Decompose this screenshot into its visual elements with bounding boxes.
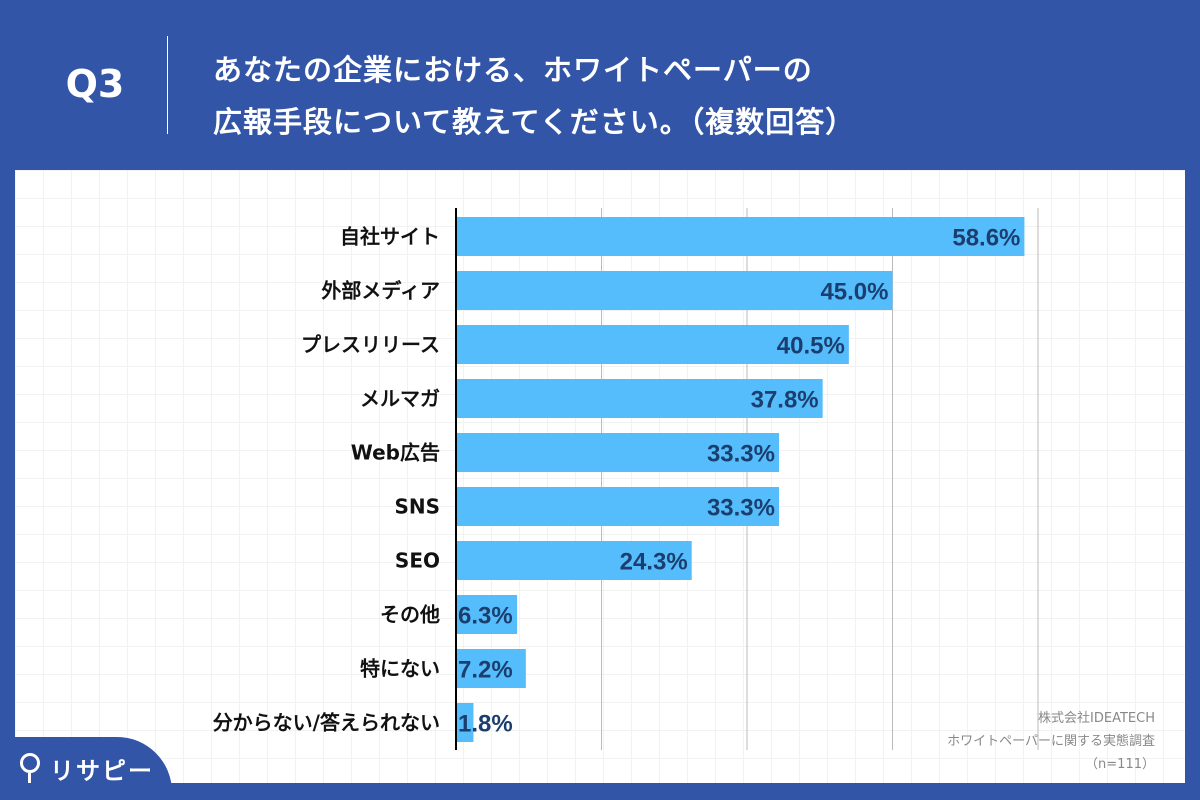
bar	[456, 595, 518, 634]
value-label: 45.0%	[820, 279, 888, 306]
bar	[456, 217, 1025, 256]
question-title: あなたの企業における、ホワイトペーパーの 広報手段について教えてください。（複数…	[213, 44, 855, 148]
bar	[456, 271, 893, 310]
value-label: 33.3%	[707, 441, 775, 468]
category-label: メルマガ	[360, 387, 440, 411]
value-label: 40.5%	[777, 333, 845, 360]
value-label: 6.3%	[458, 603, 513, 630]
header-divider	[167, 36, 168, 134]
value-label: 7.2%	[458, 657, 513, 684]
category-label: SNS	[394, 495, 440, 519]
category-label: 特にない	[360, 657, 440, 681]
source-note: 株式会社IDEATECH ホワイトペーパーに関する実態調査 （n=111）	[947, 707, 1155, 776]
value-label: 33.3%	[707, 495, 775, 522]
value-label: 24.3%	[620, 549, 688, 576]
logo-text: リサピー	[50, 757, 154, 785]
pin-icon	[20, 753, 40, 783]
value-label: 1.8%	[458, 711, 513, 738]
source-company: 株式会社IDEATECH	[1038, 711, 1155, 726]
value-label: 37.8%	[751, 387, 819, 414]
value-label: 58.6%	[952, 225, 1020, 252]
bar	[456, 487, 780, 526]
category-label: Web広告	[351, 441, 440, 465]
category-label: その他	[380, 603, 440, 627]
title-line-1: あなたの企業における、ホワイトペーパーの	[213, 53, 813, 87]
question-number: Q3	[65, 62, 125, 106]
bar	[456, 541, 692, 580]
category-label: 外部メディア	[321, 279, 440, 303]
bar	[456, 325, 849, 364]
category-label: プレスリリース	[301, 333, 440, 357]
category-label: 自社サイト	[340, 225, 440, 249]
title-line-2: 広報手段について教えてください。（複数回答）	[213, 105, 856, 139]
logo: リサピー	[0, 737, 172, 800]
category-label: SEO	[395, 549, 440, 573]
category-label: 分からない/答えられない	[213, 711, 440, 735]
bar	[456, 703, 474, 742]
bar	[456, 433, 780, 472]
source-survey: ホワイトペーパーに関する実態調査	[947, 734, 1155, 749]
bar	[456, 379, 823, 418]
bar	[456, 649, 526, 688]
source-sample: （n=111）	[1085, 757, 1155, 772]
